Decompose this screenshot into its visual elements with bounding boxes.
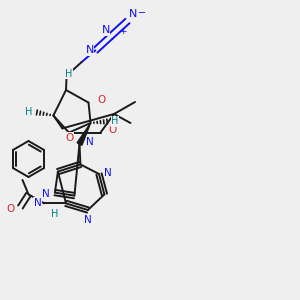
Text: N: N (86, 136, 94, 147)
Text: +: + (119, 27, 127, 36)
Text: O: O (108, 125, 116, 135)
Polygon shape (77, 123, 91, 145)
Text: N: N (85, 45, 94, 56)
Text: O: O (7, 203, 15, 214)
Text: H: H (65, 69, 73, 79)
Text: −: − (138, 8, 146, 18)
Text: N: N (42, 189, 50, 199)
Text: H: H (51, 209, 59, 219)
Text: O: O (65, 133, 74, 143)
Text: N: N (129, 9, 138, 19)
Text: H: H (111, 116, 118, 127)
Text: N: N (84, 215, 92, 225)
Text: N: N (34, 198, 41, 208)
Text: H: H (25, 107, 32, 117)
Text: O: O (98, 95, 106, 105)
Text: N: N (101, 26, 110, 35)
Text: N: N (104, 167, 112, 178)
